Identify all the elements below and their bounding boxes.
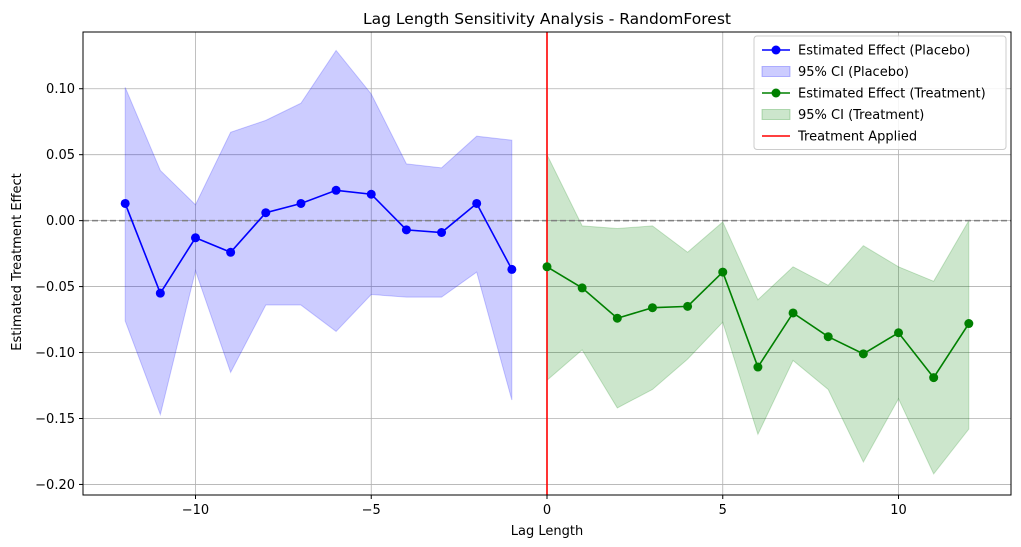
series-line-0: [124, 189, 513, 295]
series-1-point-12: [964, 319, 974, 329]
y-tick-label-4: 0.00: [46, 214, 75, 229]
x-tick-label-1: −5: [362, 503, 381, 518]
y-tick-label-5: 0.05: [46, 148, 75, 163]
legend-patch-1: [761, 66, 791, 77]
plot-area: −10 −5 0 5 10 −0.20 −0.15 −0.10 −0.05 0.00 0.05 0.1…: [35, 31, 1012, 518]
series-0-point-6: [331, 185, 341, 195]
series-0-point-0: [120, 198, 130, 208]
series-0-point-10: [472, 198, 482, 208]
y-tick-label-3: −0.05: [35, 280, 75, 295]
legend-label-0: Estimated Effect (Placebo): [798, 44, 970, 59]
series-0-point-3: [226, 247, 236, 257]
series-1-point-8: [823, 332, 833, 342]
x-axis-label: Lag Length: [511, 524, 583, 539]
series-1-point-5: [718, 267, 728, 277]
x-tick-label-2: 0: [543, 503, 551, 518]
series-1-point-3: [647, 303, 657, 313]
chart-title: Lag Length Sensitivity Analysis - Random…: [363, 10, 731, 28]
x-tick-label-3: 5: [719, 503, 727, 518]
series-1-point-9: [858, 349, 868, 359]
ci-band-0: [124, 49, 513, 417]
legend-box: [753, 35, 1007, 150]
series-0-point-5: [296, 198, 306, 208]
y-axis-label: Estimated Treatment Effect: [10, 173, 25, 351]
series-1-point-11: [929, 373, 939, 383]
legend-marker-2: [771, 88, 781, 98]
x-tick-label-4: 10: [890, 503, 907, 518]
y-tick-label-1: −0.15: [35, 412, 75, 427]
series-0-point-7: [366, 189, 376, 199]
series-1-point-6: [753, 362, 763, 372]
series-0-point-11: [507, 264, 517, 274]
series-1-point-2: [612, 313, 622, 323]
legend-label-2: Estimated Effect (Treatment): [798, 87, 986, 102]
series-0-point-2: [190, 233, 200, 243]
series-1-point-4: [683, 301, 693, 311]
ci-band-1: [546, 154, 970, 475]
legend-marker-0: [771, 45, 781, 55]
y-tick-label-6: 0.10: [46, 82, 75, 97]
x-tick-label-0: −10: [182, 503, 209, 518]
legend-label-3: 95% CI (Treatment): [798, 108, 924, 123]
legend: Estimated Effect (Placebo) 95% CI (Placeb…: [753, 35, 1007, 150]
legend-patch-3: [761, 109, 791, 120]
legend-label-4: Treatment Applied: [797, 130, 917, 145]
series-0-point-9: [437, 228, 447, 238]
series-1-point-0: [542, 262, 552, 272]
legend-label-1: 95% CI (Placebo): [798, 65, 909, 80]
series-1-point-1: [577, 283, 587, 293]
series-0-point-8: [401, 225, 411, 235]
series-1-point-10: [894, 328, 904, 338]
series-0-point-1: [155, 288, 165, 298]
series-0-point-4: [261, 208, 271, 218]
series-1-point-7: [788, 308, 798, 318]
y-tick-label-0: −0.20: [35, 478, 75, 493]
y-tick-label-2: −0.10: [35, 346, 75, 361]
